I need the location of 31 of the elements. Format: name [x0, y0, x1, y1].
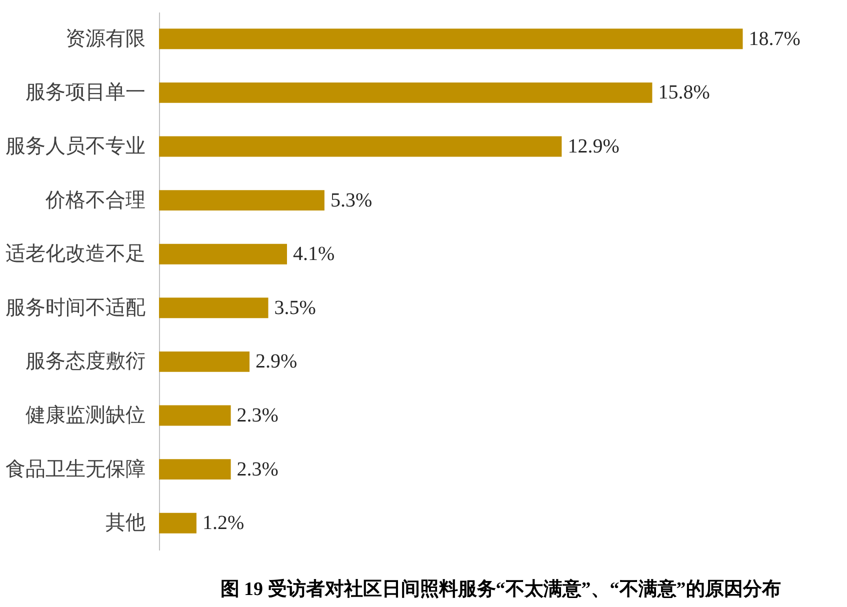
bar [159, 82, 652, 103]
y-tick-label: 服务时间不适配 [6, 296, 146, 319]
bar [159, 190, 324, 211]
data-label: 18.7% [748, 28, 800, 50]
data-label: 2.9% [256, 350, 298, 373]
bar [159, 136, 562, 157]
data-label: 3.5% [274, 296, 316, 319]
y-tick-label: 适老化改造不足 [6, 243, 146, 266]
data-label: 2.3% [236, 404, 278, 426]
bar [159, 405, 231, 426]
y-tick-label: 食品卫生无保障 [6, 458, 146, 480]
y-tick-label: 价格不合理 [44, 189, 146, 212]
data-label: 15.8% [658, 82, 710, 104]
y-tick-label: 服务人员不专业 [6, 136, 146, 158]
y-tick-label: 服务态度敷衍 [26, 350, 146, 373]
bar [159, 459, 231, 480]
y-tick-label: 其他 [106, 512, 146, 534]
data-label: 12.9% [568, 136, 620, 158]
bar [159, 244, 287, 264]
data-label: 2.3% [236, 458, 278, 480]
bar [159, 298, 268, 318]
y-tick-label: 健康监测缺位 [26, 404, 146, 426]
text: 图 19 受访者对社区日间照料服务“不太满意”、“不满意”的原因分布 [220, 578, 781, 600]
data-label: 1.2% [202, 512, 244, 534]
y-tick-label: 服务项目单一 [26, 82, 146, 104]
y-tick-label: 资源有限 [66, 28, 146, 50]
data-label: 4.1% [292, 243, 335, 266]
bar [159, 28, 743, 50]
bar [159, 351, 250, 372]
bar [159, 512, 196, 534]
data-label: 5.3% [330, 189, 372, 212]
